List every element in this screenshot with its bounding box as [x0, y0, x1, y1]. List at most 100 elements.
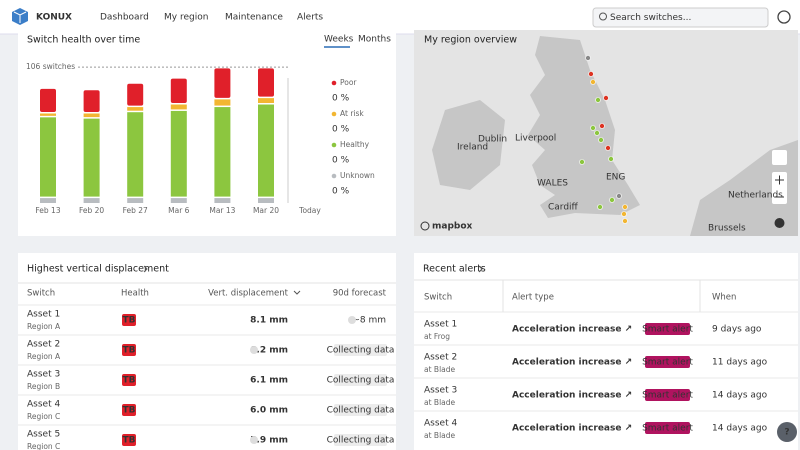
card-title[interactable]: Highest vertical displacement — [27, 264, 169, 275]
legend-share: 0 % — [332, 187, 350, 197]
displacement: 5.9 mm — [250, 436, 288, 446]
reference-label: 106 switches — [26, 62, 75, 71]
alert-when: 9 days ago — [712, 325, 762, 335]
alert-when: 14 days ago — [712, 391, 768, 401]
bar-segment — [40, 88, 56, 112]
alert-type[interactable]: Acceleration increase ↗ — [512, 358, 632, 368]
locate-button[interactable] — [772, 150, 787, 165]
nav-tab[interactable]: Maintenance — [225, 13, 283, 23]
bar-segment — [258, 68, 274, 97]
alert-tag-text: Smart alert — [642, 358, 693, 368]
switch-region: Region B — [27, 382, 60, 391]
legend-swatch — [331, 111, 337, 117]
alert-type[interactable]: Acceleration increase ↗ — [512, 424, 632, 434]
info-button[interactable] — [774, 218, 785, 228]
help-label[interactable]: ? — [784, 428, 789, 438]
info-icon — [250, 436, 258, 444]
bar-segment — [127, 83, 144, 106]
x-tick-label: Today — [298, 206, 321, 215]
switch-location: at Blade — [424, 365, 456, 374]
bar-segment — [40, 198, 56, 203]
column-header: Switch — [424, 293, 452, 303]
switch-location: at Blade — [424, 431, 456, 440]
switch-name: Asset 4 — [424, 419, 457, 429]
card-title[interactable]: Recent alerts — [423, 264, 486, 275]
user-icon[interactable] — [777, 10, 791, 24]
switch-name: Asset 1 — [424, 320, 457, 330]
alert-tag — [645, 422, 690, 434]
alert-type[interactable]: Acceleration increase ↗ — [512, 391, 632, 401]
map-label: Liverpool — [515, 134, 556, 144]
bar-segment — [214, 107, 231, 197]
map-label: WALES — [537, 179, 568, 189]
bar-segment — [214, 68, 231, 98]
x-tick-label: Feb 13 — [35, 206, 60, 215]
status-pill — [334, 374, 387, 386]
switch-location: at Blade — [424, 398, 456, 407]
bar-segment — [170, 198, 187, 203]
legend-share: 0 % — [332, 125, 350, 135]
switch-name: Asset 3 — [27, 370, 60, 380]
switch-location: at Frog — [424, 332, 450, 341]
bar-segment — [127, 112, 144, 197]
map-label: ENG — [606, 173, 625, 183]
alert-type[interactable]: Acceleration increase ↗ — [512, 325, 632, 335]
column-header: When — [712, 293, 736, 303]
alert-tag — [645, 356, 690, 368]
bar-segment — [40, 113, 56, 116]
switch-region: Region C — [27, 412, 60, 421]
health-badge-text: TB — [123, 346, 136, 356]
map-label: Dublin — [478, 135, 507, 145]
forecast: Collecting data — [327, 376, 395, 386]
toggle[interactable]: Weeks — [324, 35, 354, 45]
health-badge-text: TB — [123, 436, 136, 446]
alert-tag — [645, 323, 690, 335]
column-header: Health — [121, 289, 149, 299]
health-badge — [122, 374, 136, 386]
logo-mark — [13, 11, 27, 23]
bar-segment — [83, 198, 100, 203]
forecast: Collecting data — [327, 436, 395, 446]
map — [420, 36, 798, 236]
x-tick-label: Mar 20 — [253, 206, 279, 215]
health-badge-text: TB — [123, 406, 136, 416]
legend-swatch — [331, 80, 337, 86]
x-tick-label: Feb 20 — [79, 206, 104, 215]
bar-segment — [214, 99, 231, 106]
nav-tab[interactable]: Dashboard — [100, 13, 149, 23]
chart-title: Switch health over time — [27, 35, 140, 46]
switch-name: Asset 2 — [27, 340, 60, 350]
health-badge — [122, 434, 136, 446]
bar-segment — [170, 110, 187, 197]
switch-name: Asset 1 — [27, 310, 60, 320]
health-badge — [122, 344, 136, 356]
nav-tab[interactable]: My region — [164, 13, 208, 23]
forecast: Collecting data — [327, 346, 395, 356]
column-header[interactable]: Vert. displacement — [208, 289, 289, 299]
displacement: 6.1 mm — [250, 376, 288, 386]
displacement: 8.1 mm — [250, 316, 288, 326]
bar-segment — [40, 117, 56, 197]
bar-segment — [258, 198, 274, 203]
help-button[interactable] — [777, 422, 797, 442]
alert-tag-text: Smart alert — [642, 391, 693, 401]
switch-region: Region C — [27, 442, 60, 450]
bar-segment — [170, 78, 187, 104]
sort-chevron — [293, 290, 301, 295]
mapbox-logo — [420, 221, 430, 231]
switch-region: Region A — [27, 322, 61, 331]
toggle[interactable]: Months — [358, 35, 391, 45]
bar-segment — [258, 104, 274, 197]
displacement: 6.2 mm — [250, 346, 288, 356]
chevron — [478, 265, 483, 273]
alert-when: 14 days ago — [712, 424, 768, 434]
nav-tab[interactable]: Alerts — [297, 13, 323, 23]
legend-label: At risk — [340, 109, 364, 118]
bar-segment — [127, 198, 144, 203]
switch-region: Region A — [27, 352, 61, 361]
displacement: 6.0 mm — [250, 406, 288, 416]
health-badge-text: TB — [123, 376, 136, 386]
search-box[interactable] — [592, 7, 769, 28]
